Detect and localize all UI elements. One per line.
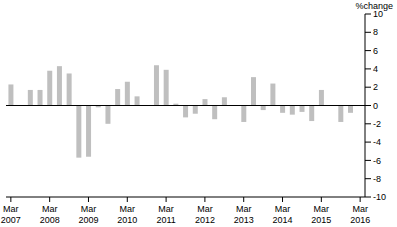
svg-text:-10: -10 xyxy=(373,192,386,202)
svg-text:0: 0 xyxy=(373,101,378,111)
svg-text:4: 4 xyxy=(373,64,378,74)
svg-text:Mar: Mar xyxy=(352,204,368,214)
svg-text:-8: -8 xyxy=(373,174,381,184)
svg-text:2015: 2015 xyxy=(311,215,331,225)
svg-text:-4: -4 xyxy=(373,137,381,147)
svg-text:Mar: Mar xyxy=(314,204,330,214)
svg-text:2014: 2014 xyxy=(273,215,293,225)
svg-text:-2: -2 xyxy=(373,119,381,129)
svg-text:Mar: Mar xyxy=(275,204,291,214)
svg-text:2011: 2011 xyxy=(156,215,175,225)
svg-text:2010: 2010 xyxy=(117,215,137,225)
svg-text:2007: 2007 xyxy=(8,215,21,225)
svg-text:Mar: Mar xyxy=(81,204,97,214)
svg-text:2: 2 xyxy=(373,82,378,92)
svg-text:2016: 2016 xyxy=(350,215,370,225)
svg-text:Mar: Mar xyxy=(236,204,252,214)
svg-text:2013: 2013 xyxy=(234,215,254,225)
svg-text:Mar: Mar xyxy=(120,204,136,214)
svg-text:Mar: Mar xyxy=(8,204,19,214)
svg-text:Mar: Mar xyxy=(42,204,58,214)
svg-text:2009: 2009 xyxy=(78,215,98,225)
svg-text:Mar: Mar xyxy=(197,204,213,214)
html-text:%change: %change xyxy=(355,1,393,11)
svg-text:-6: -6 xyxy=(373,156,381,166)
svg-text:6: 6 xyxy=(373,46,378,56)
svg-text:2012: 2012 xyxy=(195,215,215,225)
svg-text:Mar: Mar xyxy=(158,204,174,214)
svg-text:10: 10 xyxy=(373,9,383,19)
svg-text:8: 8 xyxy=(373,27,378,37)
svg-text:2008: 2008 xyxy=(40,215,60,225)
